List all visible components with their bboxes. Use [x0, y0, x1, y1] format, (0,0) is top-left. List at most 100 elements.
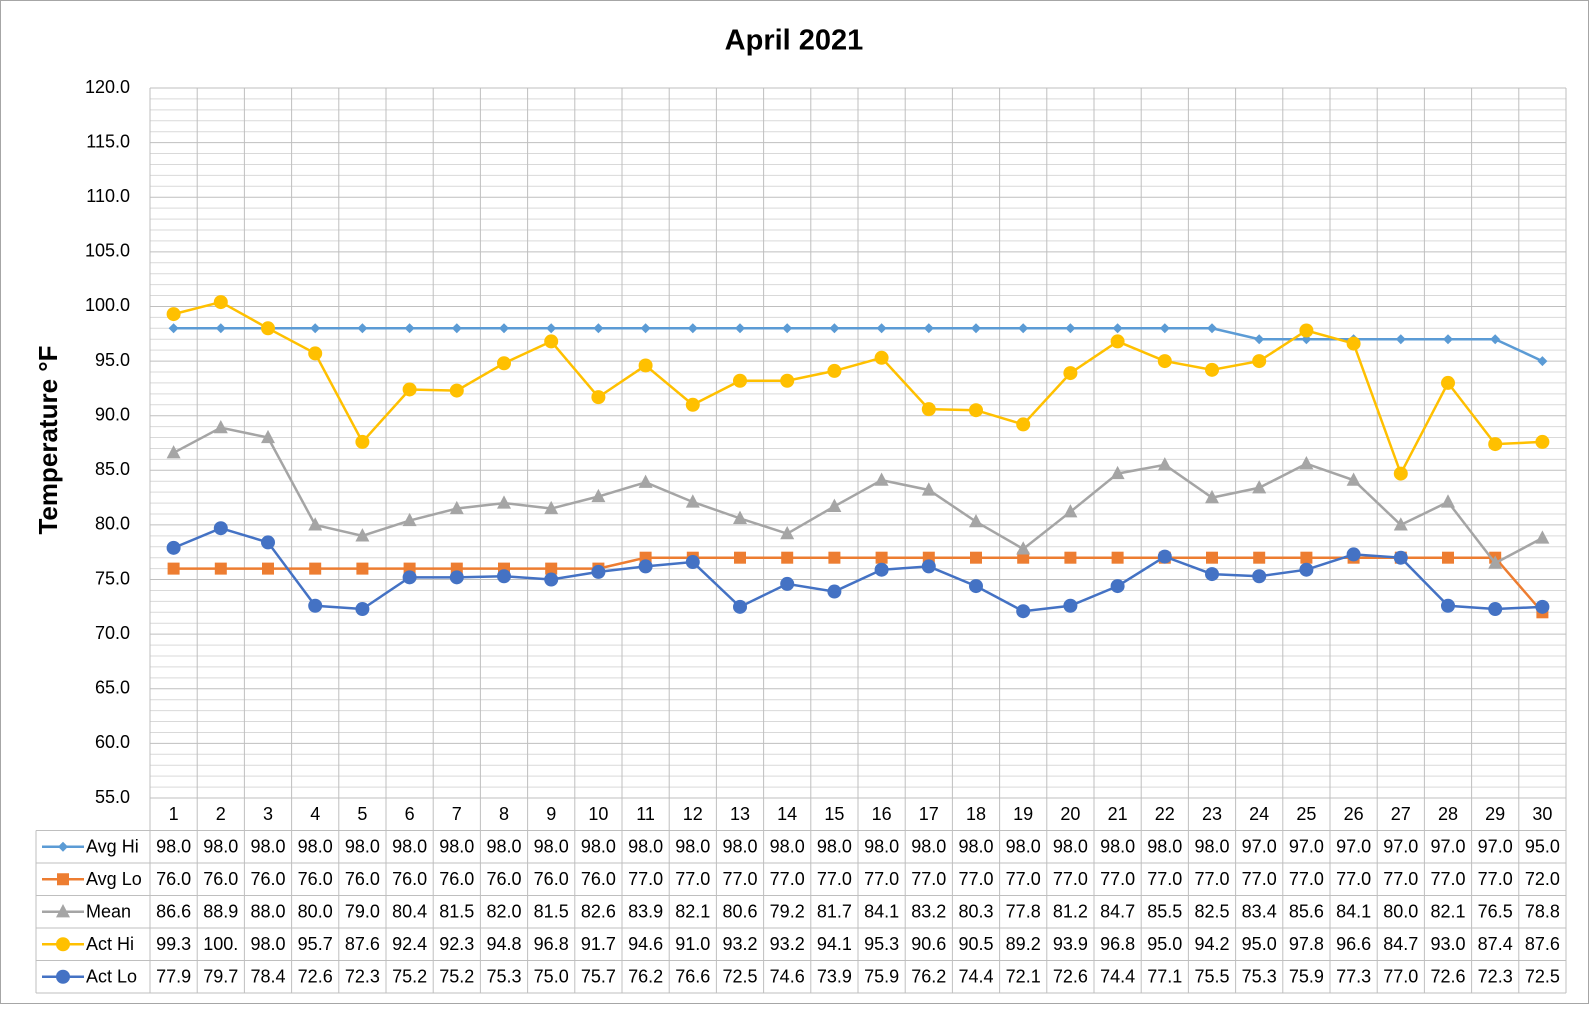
table-cell: 96.6	[1336, 934, 1371, 954]
table-cell: 88.0	[250, 902, 285, 922]
marker	[687, 323, 698, 334]
marker	[451, 323, 462, 334]
marker	[780, 525, 795, 540]
marker	[781, 551, 794, 564]
marker	[356, 562, 369, 575]
x-tick-label: 10	[588, 804, 608, 824]
marker	[449, 570, 464, 585]
y-tick-label: 100.0	[85, 295, 130, 315]
table-cell: 98.0	[250, 934, 285, 954]
table-cell: 75.3	[1242, 967, 1277, 987]
table-cell: 97.0	[1478, 837, 1513, 857]
marker	[1205, 362, 1219, 377]
x-tick-label: 5	[357, 804, 367, 824]
marker	[638, 474, 653, 488]
table-cell: 77.1	[1147, 967, 1182, 987]
marker	[214, 562, 227, 575]
table-cell: 93.2	[722, 934, 757, 954]
table-cell: 90.6	[911, 934, 946, 954]
marker	[1393, 466, 1408, 481]
y-tick-label: 55.0	[95, 787, 130, 807]
table-cell: 77.3	[1336, 967, 1371, 987]
marker	[827, 363, 842, 378]
y-tick-label: 85.0	[95, 459, 130, 479]
y-tick-label: 70.0	[95, 623, 130, 643]
table-cell: 75.2	[439, 967, 474, 987]
marker	[449, 383, 464, 398]
table-cell: 92.4	[392, 934, 427, 954]
table-cell: 77.0	[1430, 869, 1465, 889]
table-cell: 99.3	[156, 934, 191, 954]
table-cell: 98.0	[864, 837, 899, 857]
y-tick-label: 105.0	[85, 241, 130, 261]
table-cell: 72.6	[1053, 967, 1088, 987]
table-cell: 100.	[203, 934, 238, 954]
marker	[640, 323, 651, 334]
table-cell: 98.0	[439, 837, 474, 857]
x-tick-label: 12	[683, 804, 703, 824]
table-cell: 74.4	[958, 967, 993, 987]
table-cell: 75.3	[486, 967, 521, 987]
chart-title: April 2021	[725, 25, 864, 57]
table-cell: 97.8	[1289, 934, 1324, 954]
table-cell: 77.0	[817, 869, 852, 889]
table-cell: 76.0	[534, 869, 569, 889]
legend-label: Mean	[86, 902, 131, 922]
marker	[970, 551, 982, 564]
table-cell: 98.0	[770, 837, 805, 857]
x-tick-label: 17	[919, 804, 939, 824]
table-cell: 82.5	[1194, 902, 1229, 922]
x-tick-label: 18	[966, 804, 986, 824]
table-cell: 86.6	[156, 902, 191, 922]
marker	[1157, 549, 1172, 564]
table-cell: 72.3	[345, 967, 380, 987]
table-cell: 75.2	[392, 967, 427, 987]
legend-label: Act Lo	[86, 967, 137, 987]
table-cell: 75.7	[581, 967, 616, 987]
marker	[166, 445, 181, 459]
marker	[1535, 599, 1550, 614]
marker	[497, 569, 511, 584]
table-cell: 83.2	[911, 902, 946, 922]
marker	[827, 584, 842, 599]
marker	[1488, 555, 1503, 569]
table-cell: 72.6	[298, 967, 333, 987]
table-cell: 98.0	[1100, 837, 1135, 857]
table-cell: 76.0	[345, 869, 380, 889]
table-cell: 98.0	[911, 837, 946, 857]
table-cell: 89.2	[1006, 934, 1041, 954]
marker	[308, 346, 323, 361]
marker	[402, 382, 417, 397]
table-cell: 84.7	[1383, 934, 1418, 954]
marker	[638, 559, 653, 574]
table-cell: 80.4	[392, 902, 427, 922]
series-line	[173, 526, 1543, 613]
legend-label: Avg Lo	[86, 869, 142, 889]
series-line	[173, 426, 1543, 565]
table-cell: 78.4	[250, 967, 285, 987]
table-cell: 74.6	[770, 967, 805, 987]
table-cell: 80.0	[1383, 902, 1418, 922]
marker	[261, 429, 275, 444]
table-cell: 95.0	[1242, 934, 1277, 954]
series-line	[173, 327, 1543, 363]
table-cell: 98.0	[1194, 837, 1229, 857]
marker	[591, 488, 606, 503]
table-cell: 98.0	[486, 837, 521, 857]
marker	[876, 323, 887, 334]
table-cell: 76.2	[628, 967, 663, 987]
marker	[1063, 504, 1078, 518]
table-cell: 84.7	[1100, 902, 1135, 922]
table-cell: 76.6	[675, 967, 710, 987]
x-tick-label: 1	[169, 804, 179, 824]
marker	[1253, 551, 1266, 564]
marker	[355, 602, 370, 617]
x-tick-label: 2	[216, 804, 226, 824]
table-cell: 98.0	[203, 837, 238, 857]
table-cell: 77.0	[958, 869, 993, 889]
table-cell: 72.3	[1478, 967, 1513, 987]
marker	[1063, 366, 1078, 381]
marker	[1299, 323, 1314, 338]
table-cell: 77.0	[864, 869, 899, 889]
